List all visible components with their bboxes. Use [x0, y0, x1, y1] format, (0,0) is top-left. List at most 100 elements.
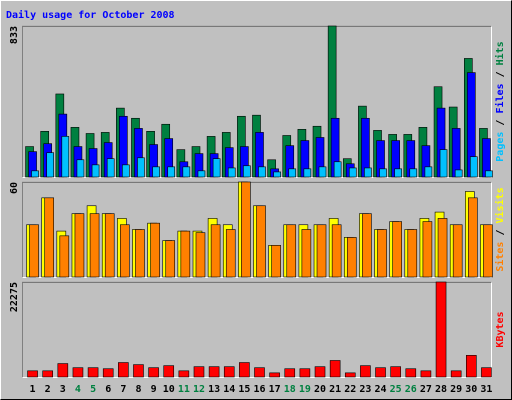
bar [422, 221, 433, 278]
bar [165, 240, 176, 278]
bar [210, 224, 221, 278]
bar [466, 355, 477, 378]
bar [46, 152, 54, 178]
bar [392, 221, 402, 278]
bar [59, 235, 70, 278]
bar [61, 136, 70, 178]
x-tick-label: 12 [193, 384, 205, 395]
bar [178, 370, 190, 378]
bar [74, 213, 85, 278]
x-tick-label: 29 [450, 384, 462, 395]
bar [318, 166, 327, 178]
x-tick-label: 17 [269, 384, 281, 395]
x-tick-label: 20 [314, 384, 326, 395]
legend-separator: / [495, 114, 506, 132]
bar [76, 159, 85, 178]
bar [271, 245, 281, 278]
bar [152, 166, 160, 178]
bar [284, 368, 296, 378]
x-tick-label: 24 [375, 384, 387, 395]
bar [348, 167, 357, 178]
bar [137, 157, 145, 178]
x-tick-label: 28 [435, 384, 447, 395]
legend-separator: / [495, 65, 506, 83]
bar [197, 170, 206, 178]
y-tick-label: 833 [9, 26, 20, 44]
bar [150, 222, 160, 278]
bar [133, 364, 144, 378]
bar [135, 229, 145, 278]
x-tick-label: 19 [299, 384, 311, 395]
bar [394, 168, 402, 178]
bar [405, 368, 417, 378]
x-tick-label: 31 [480, 384, 492, 395]
legend-entry: KBytes [495, 311, 506, 347]
bar [258, 166, 266, 178]
x-tick-label: 18 [284, 384, 296, 395]
x-tick-label: 23 [359, 384, 371, 395]
bar [375, 367, 386, 378]
bar [420, 370, 432, 378]
bar [193, 366, 205, 378]
panel-border-light [22, 26, 492, 178]
bar [89, 213, 100, 278]
bar [454, 169, 463, 178]
bar [409, 168, 418, 178]
y-tick-label: 60 [9, 182, 20, 194]
bar [122, 164, 130, 178]
bar [424, 166, 433, 178]
panel-border-dark [22, 282, 492, 378]
bar [329, 360, 341, 378]
bar [450, 370, 462, 378]
bar [44, 197, 54, 278]
bar [225, 229, 236, 278]
bar [223, 366, 235, 378]
bar [118, 362, 129, 378]
bar [346, 237, 357, 278]
bar [31, 170, 39, 178]
x-tick-label: 13 [208, 384, 220, 395]
bar [163, 365, 175, 378]
bar [195, 232, 206, 278]
bar [288, 168, 297, 178]
legend-entry: Sites [494, 242, 506, 272]
bar [167, 166, 176, 178]
bar [344, 372, 356, 378]
bar [87, 367, 99, 378]
bar [407, 229, 418, 278]
bar [331, 224, 342, 278]
bar [485, 170, 493, 178]
bar [439, 149, 448, 178]
x-tick-label: 2 [45, 384, 51, 395]
x-tick-label: 10 [163, 384, 175, 395]
bar [377, 229, 387, 278]
bar [435, 281, 447, 378]
x-tick-label: 9 [151, 384, 157, 395]
x-tick-label: 4 [75, 384, 81, 395]
x-tick-label: 5 [90, 384, 96, 395]
x-tick-label: 30 [465, 384, 477, 395]
x-tick-label: 27 [420, 384, 432, 395]
x-tick-label: 26 [405, 384, 417, 395]
legend: Pages / Files / Hits [494, 41, 506, 161]
bar [314, 366, 326, 378]
x-tick-label: 25 [390, 384, 402, 395]
bar [243, 165, 251, 178]
legend-entry: Pages [495, 132, 506, 162]
bar [254, 367, 265, 378]
x-tick-label: 1 [30, 384, 36, 395]
bar [57, 363, 69, 378]
y-tick-label: 22275 [9, 282, 20, 312]
bar [120, 224, 130, 278]
bar [362, 213, 372, 278]
bar [333, 161, 342, 178]
bar [286, 224, 297, 278]
bar [91, 164, 100, 178]
bar [390, 366, 401, 378]
bar [182, 166, 191, 178]
x-tick-label: 15 [238, 384, 250, 395]
bar [269, 372, 280, 378]
bar [437, 218, 448, 278]
